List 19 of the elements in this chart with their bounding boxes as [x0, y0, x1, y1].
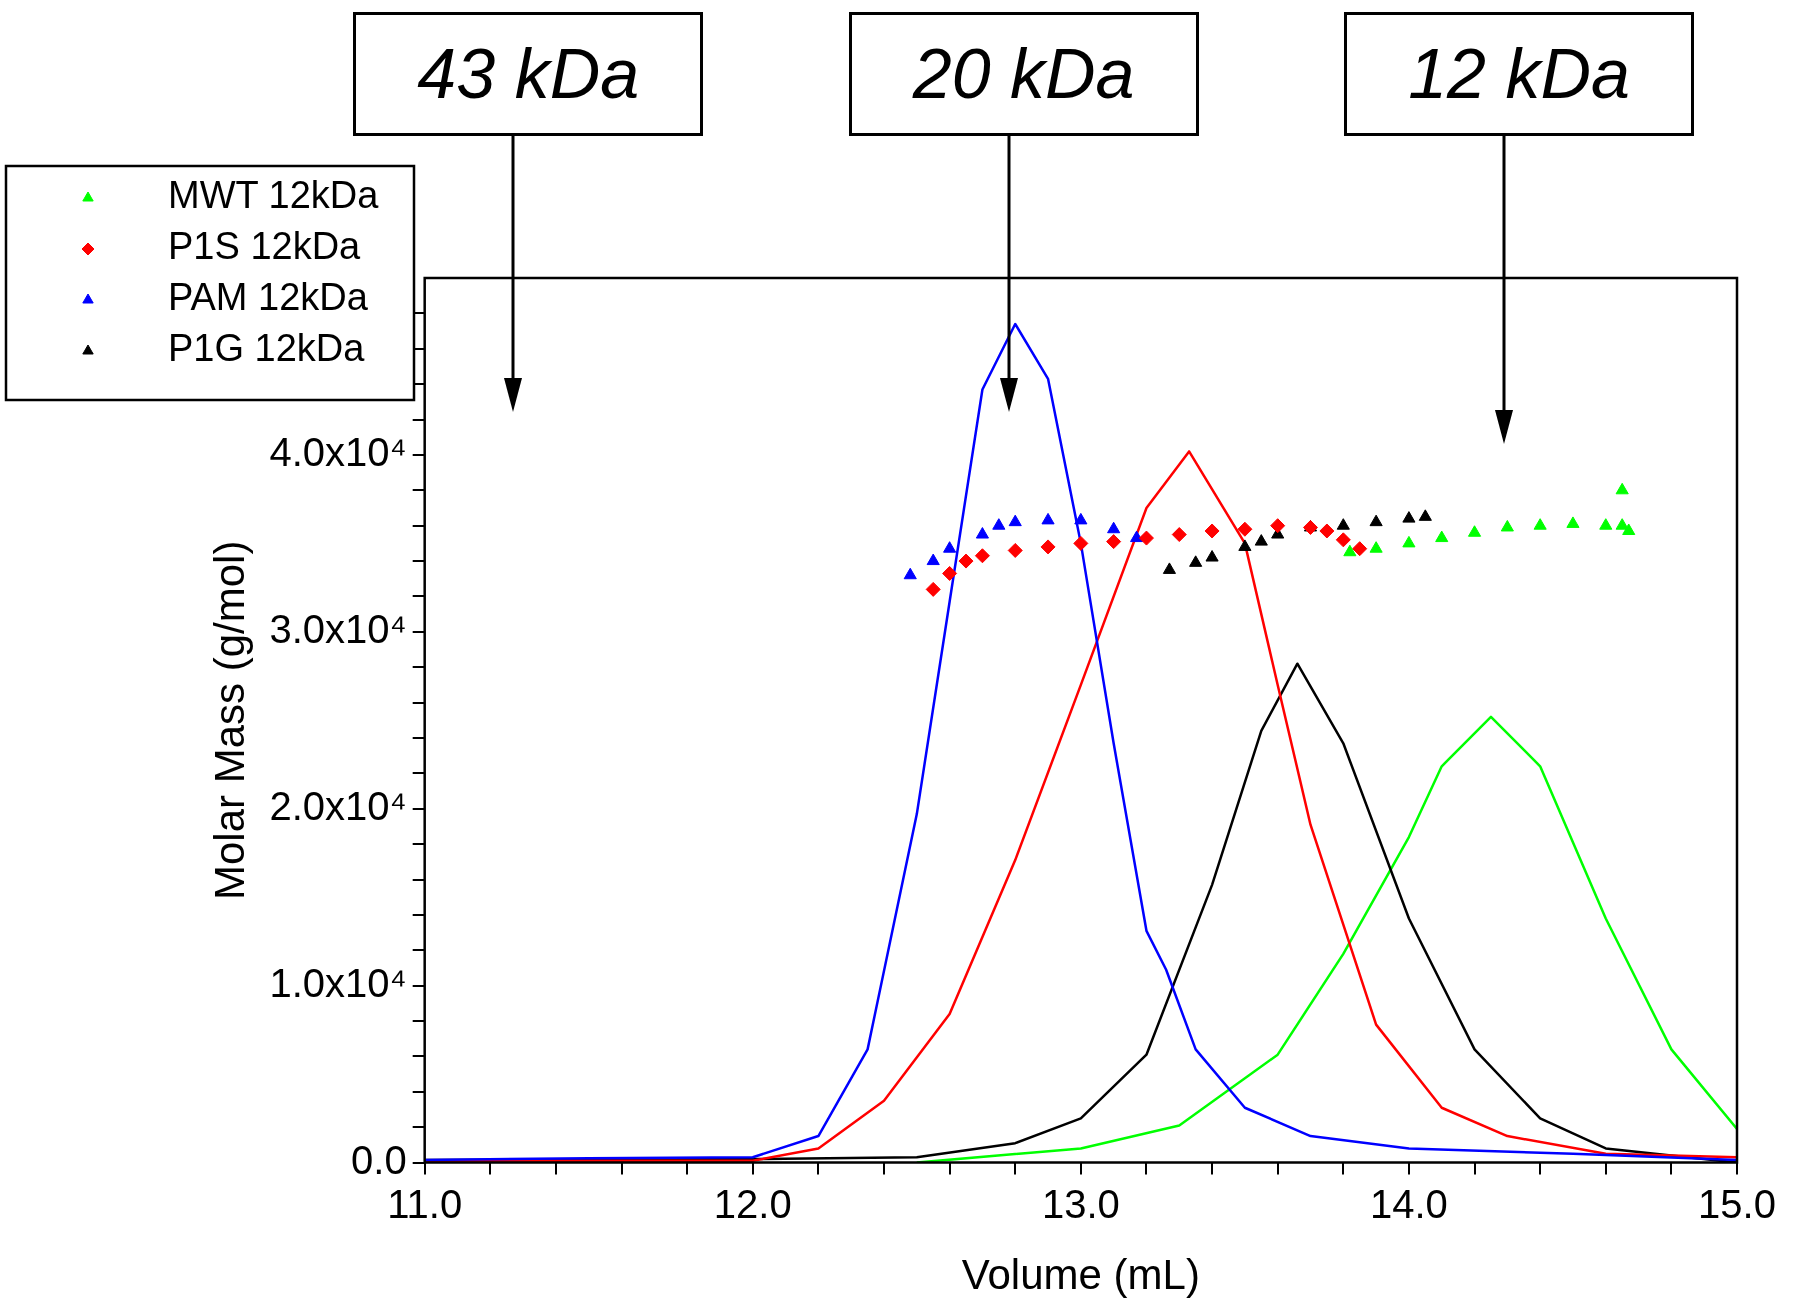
text: 20 kDa: [848, 12, 1199, 136]
y-tick-label: 3.0x10⁴: [269, 606, 407, 651]
text: 43 kDa: [353, 12, 704, 136]
y-tick-label: 4.0x10⁴: [269, 429, 407, 474]
legend-label: P1G 12kDa: [168, 327, 366, 370]
y-tick-label: 0.0: [351, 1137, 407, 1182]
x-tick-label: 13.0: [1041, 1181, 1120, 1226]
x-axis-title: Volume (mL): [961, 1251, 1200, 1299]
x-tick-label: 12.0: [713, 1181, 792, 1226]
y-tick-label: 2.0x10⁴: [269, 783, 407, 828]
text: 12 kDa: [1344, 12, 1695, 136]
legend-label: MWT 12kDa: [168, 174, 380, 217]
x-tick-label: 14.0: [1369, 1181, 1448, 1226]
x-tick-label: 15.0: [1698, 1181, 1776, 1226]
x-tick-label: 11.0: [387, 1181, 463, 1226]
legend-label: P1S 12kDa: [168, 225, 362, 268]
y-axis-title: Molar Mass (g/mol): [205, 540, 253, 900]
y-tick-label: 1.0x10⁴: [269, 960, 407, 1005]
legend-label: PAM 12kDa: [168, 276, 369, 319]
